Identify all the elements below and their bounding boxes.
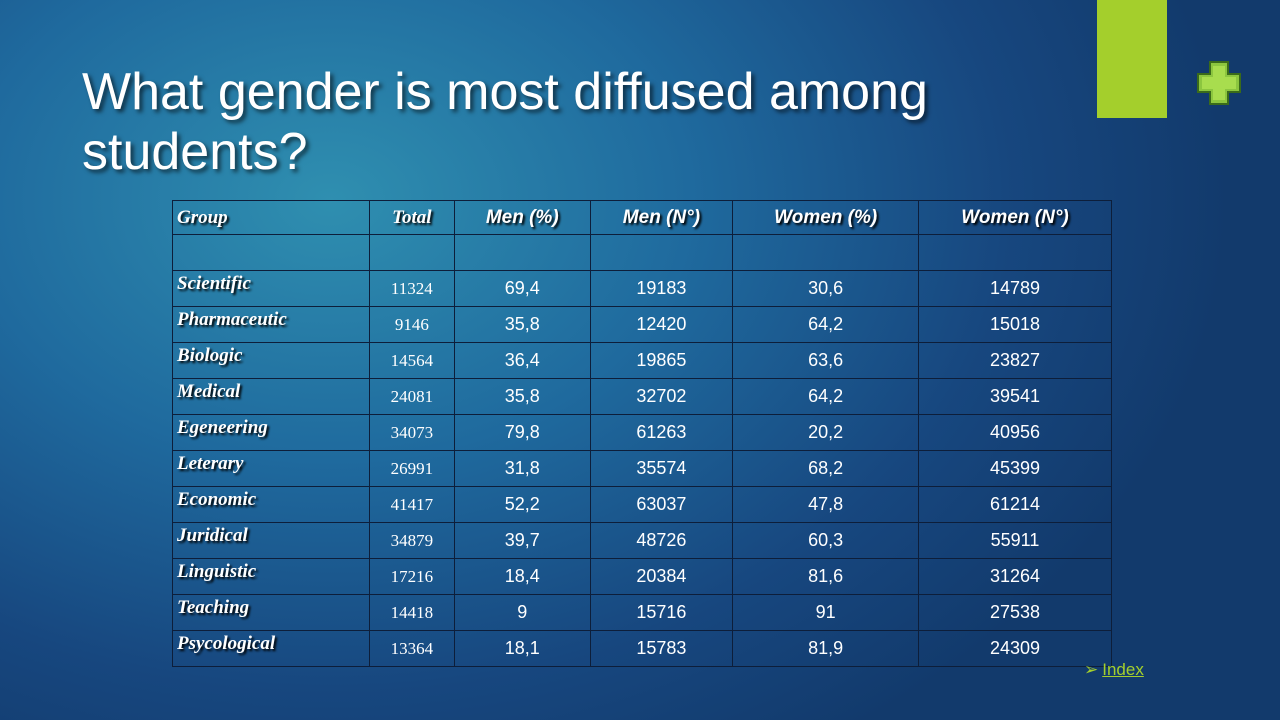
table-cell: 79,8 bbox=[453, 414, 591, 451]
bullet-arrow: ➢ bbox=[1084, 660, 1099, 679]
empty-row bbox=[172, 234, 1112, 271]
header-row: Group Total Men (%) Men (N°) Women (%) Women … bbox=[172, 200, 1112, 235]
table-row: Scientific 11324 69,4 19183 30,6 14789 bbox=[172, 270, 1112, 307]
table-cell: 63,6 bbox=[732, 342, 919, 379]
table-cell: 45399 bbox=[918, 450, 1112, 487]
table-cell: 81,9 bbox=[732, 630, 919, 667]
table-row: Teaching 14418 9 15716 91 27538 bbox=[172, 594, 1112, 631]
table-cell: 20384 bbox=[589, 558, 734, 595]
table-cell: 14564 bbox=[368, 342, 455, 379]
table-row: Medical 24081 35,8 32702 64,2 39541 bbox=[172, 378, 1112, 415]
table-cell: 24309 bbox=[918, 630, 1112, 667]
table-cell: 9146 bbox=[368, 306, 455, 343]
table-cell: 19865 bbox=[589, 342, 734, 379]
table-cell: 64,2 bbox=[732, 306, 919, 343]
table-cell: 61263 bbox=[589, 414, 734, 451]
index-link[interactable]: Index bbox=[1102, 660, 1144, 679]
table-cell: 11324 bbox=[368, 270, 455, 307]
table-cell: 63037 bbox=[589, 486, 734, 523]
header-cell: Group bbox=[172, 200, 370, 235]
table-cell: 19183 bbox=[589, 270, 734, 307]
table-cell: 35,8 bbox=[453, 306, 591, 343]
table-cell: 35574 bbox=[589, 450, 734, 487]
table-cell: 81,6 bbox=[732, 558, 919, 595]
table-cell: 31264 bbox=[918, 558, 1112, 595]
table-cell: Medical bbox=[172, 378, 370, 415]
slide-title: What gender is most diffused among stude… bbox=[82, 63, 928, 181]
table-cell: 91 bbox=[732, 594, 919, 631]
table-cell: 34073 bbox=[368, 414, 455, 451]
table-cell: 12420 bbox=[589, 306, 734, 343]
table-cell: 69,4 bbox=[453, 270, 591, 307]
accent-bar bbox=[1097, 0, 1167, 118]
table-row: Leterary 26991 31,8 35574 68,2 45399 bbox=[172, 450, 1112, 487]
empty-cell bbox=[368, 234, 455, 271]
table-cell: 20,2 bbox=[732, 414, 919, 451]
table-cell: 14418 bbox=[368, 594, 455, 631]
table-cell: 47,8 bbox=[732, 486, 919, 523]
table-cell: Pharmaceutic bbox=[172, 306, 370, 343]
empty-cell bbox=[918, 234, 1112, 271]
table-cell: 15018 bbox=[918, 306, 1112, 343]
table-cell: 68,2 bbox=[732, 450, 919, 487]
table-cell: Biologic bbox=[172, 342, 370, 379]
table-cell: Leterary bbox=[172, 450, 370, 487]
header-cell: Men (%) bbox=[453, 200, 591, 235]
table-cell: Linguistic bbox=[172, 558, 370, 595]
table-cell: 14789 bbox=[918, 270, 1112, 307]
index-link-row: ➢ Index bbox=[1084, 660, 1144, 680]
table-cell: Egeneering bbox=[172, 414, 370, 451]
table-cell: 9 bbox=[453, 594, 591, 631]
table-cell: Scientific bbox=[172, 270, 370, 307]
table-cell: 41417 bbox=[368, 486, 455, 523]
table-cell: 34879 bbox=[368, 522, 455, 559]
table-cell: 52,2 bbox=[453, 486, 591, 523]
table-cell: 27538 bbox=[918, 594, 1112, 631]
cross-icon bbox=[1197, 61, 1241, 105]
table-cell: 30,6 bbox=[732, 270, 919, 307]
table-cell: 17216 bbox=[368, 558, 455, 595]
empty-cell bbox=[172, 234, 370, 271]
table-cell: 36,4 bbox=[453, 342, 591, 379]
table-cell: Economic bbox=[172, 486, 370, 523]
table-cell: 31,8 bbox=[453, 450, 591, 487]
table-cell: 15716 bbox=[589, 594, 734, 631]
table-cell: 39,7 bbox=[453, 522, 591, 559]
table-row: Juridical 34879 39,7 48726 60,3 55911 bbox=[172, 522, 1112, 559]
table-row: Psycological 13364 18,1 15783 81,9 24309 bbox=[172, 630, 1112, 667]
table-cell: Juridical bbox=[172, 522, 370, 559]
table-cell: 35,8 bbox=[453, 378, 591, 415]
empty-cell bbox=[732, 234, 919, 271]
table-cell: 60,3 bbox=[732, 522, 919, 559]
table-row: Pharmaceutic 9146 35,8 12420 64,2 15018 bbox=[172, 306, 1112, 343]
empty-cell bbox=[453, 234, 591, 271]
table-row: Economic 41417 52,2 63037 47,8 61214 bbox=[172, 486, 1112, 523]
table-cell: 32702 bbox=[589, 378, 734, 415]
table-cell: 61214 bbox=[918, 486, 1112, 523]
table-cell: 13364 bbox=[368, 630, 455, 667]
table-row: Biologic 14564 36,4 19865 63,6 23827 bbox=[172, 342, 1112, 379]
header-cell: Men (N°) bbox=[589, 200, 734, 235]
table-cell: 40956 bbox=[918, 414, 1112, 451]
table-row: Egeneering 34073 79,8 61263 20,2 40956 bbox=[172, 414, 1112, 451]
table-cell: 26991 bbox=[368, 450, 455, 487]
table-cell: 24081 bbox=[368, 378, 455, 415]
table-cell: 48726 bbox=[589, 522, 734, 559]
table-cell: Psycological bbox=[172, 630, 370, 667]
table-cell: 23827 bbox=[918, 342, 1112, 379]
table-cell: 18,4 bbox=[453, 558, 591, 595]
table-cell: 39541 bbox=[918, 378, 1112, 415]
table-cell: 15783 bbox=[589, 630, 734, 667]
table-cell: 18,1 bbox=[453, 630, 591, 667]
empty-cell bbox=[589, 234, 734, 271]
table-cell: 55911 bbox=[918, 522, 1112, 559]
data-table: Group Total Men (%) Men (N°) Women (%) Women … bbox=[172, 200, 1112, 667]
table-cell: Teaching bbox=[172, 594, 370, 631]
header-cell: Total bbox=[368, 200, 455, 235]
header-cell: Women (%) bbox=[732, 200, 919, 235]
header-cell: Women (N°) bbox=[918, 200, 1112, 235]
table-row: Linguistic 17216 18,4 20384 81,6 31264 bbox=[172, 558, 1112, 595]
table-cell: 64,2 bbox=[732, 378, 919, 415]
